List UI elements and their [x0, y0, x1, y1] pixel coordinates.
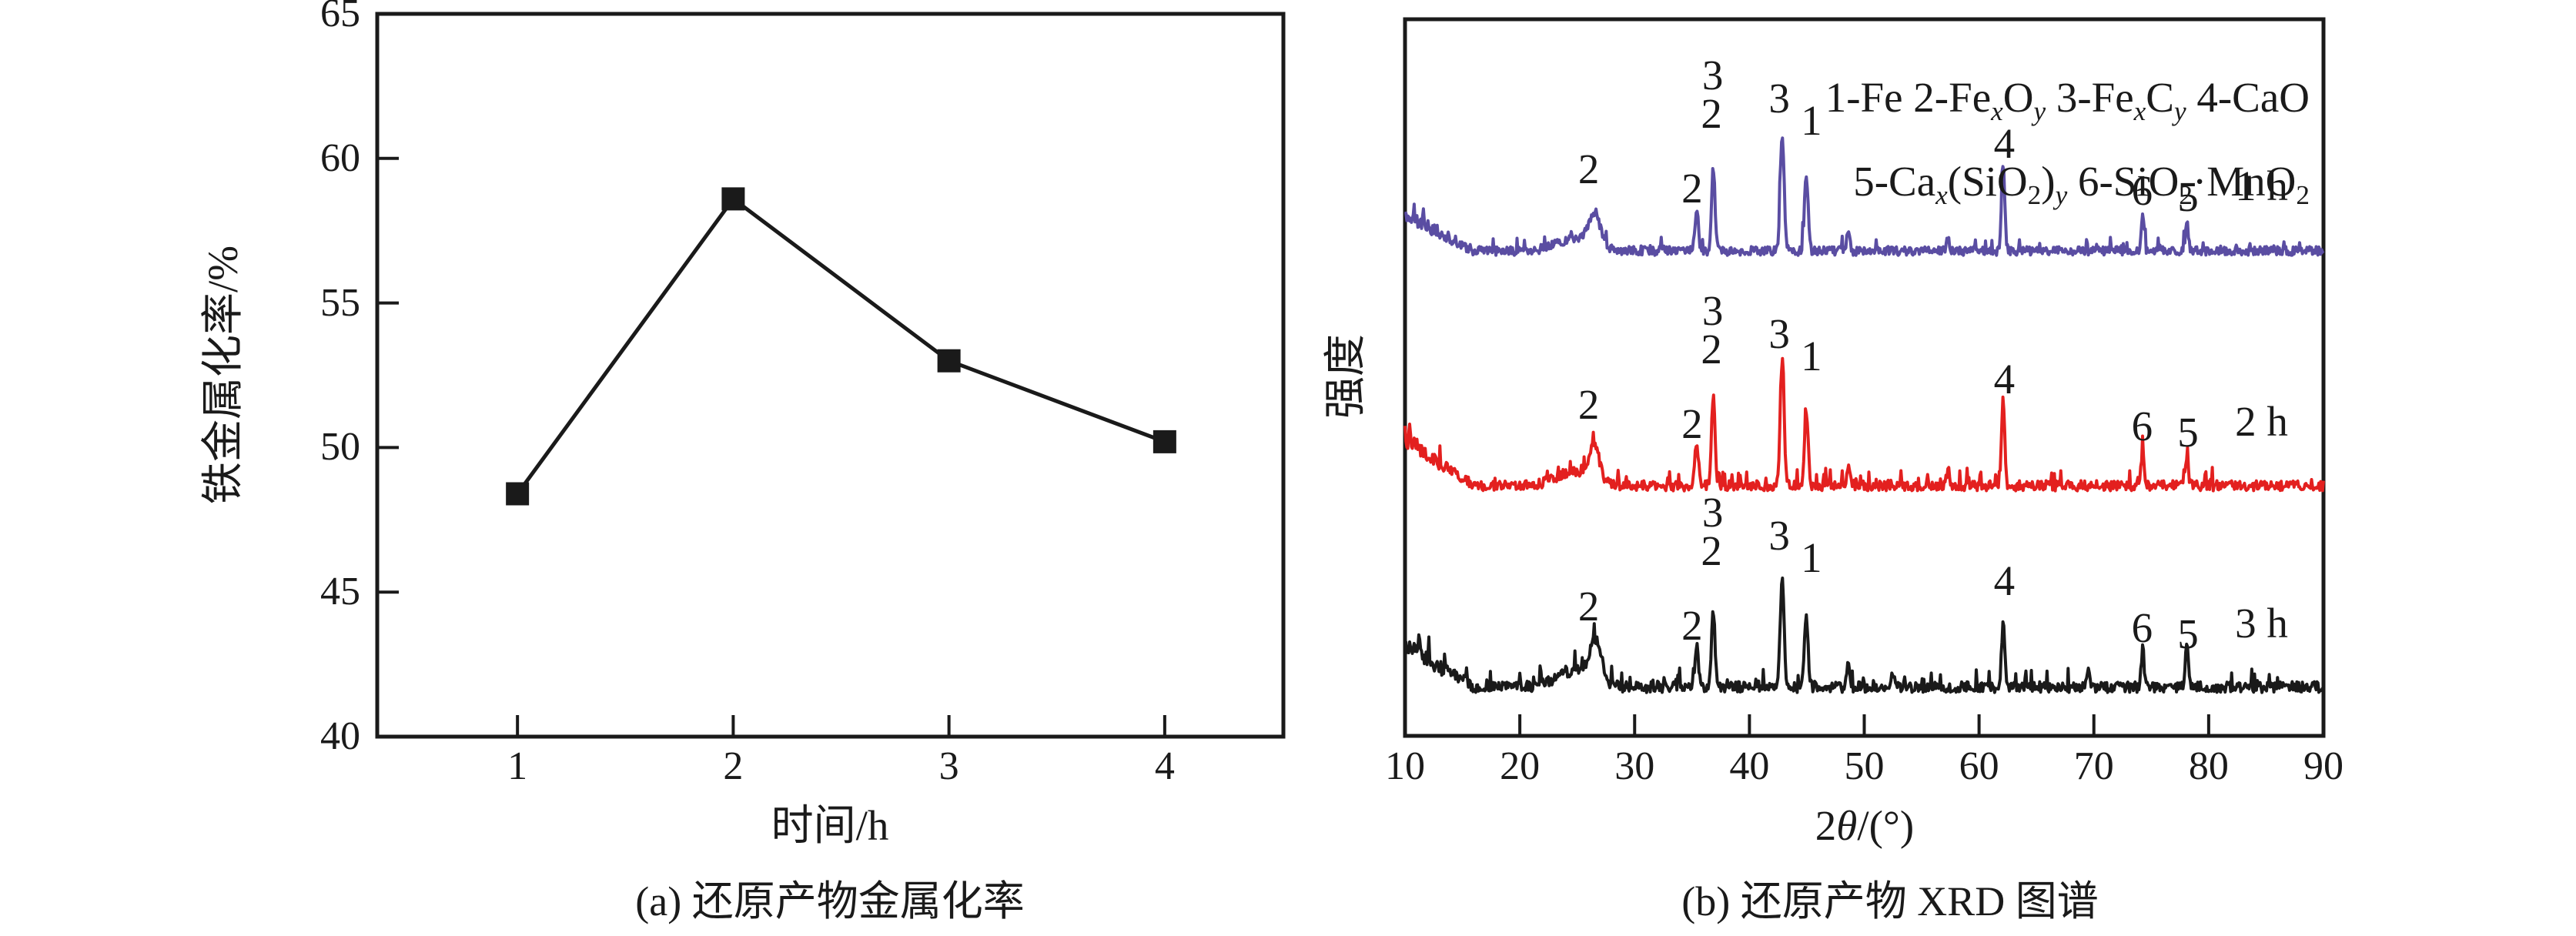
- peak-label: 2: [1701, 90, 1722, 137]
- peak-label: 3: [1768, 512, 1790, 559]
- formula-subscript: x: [2133, 95, 2146, 126]
- chart-a-x-axis-title: 时间/h: [771, 802, 889, 849]
- chart-b-y-axis-title: 强度: [1322, 334, 1369, 420]
- peak-label: 3: [1701, 489, 1724, 536]
- series-time-label: 2 h: [2235, 398, 2288, 445]
- peak-label: 1: [1801, 333, 1822, 379]
- chart-b-x-tick-label: 20: [1500, 744, 1541, 788]
- peak-label: 5: [2177, 409, 2199, 456]
- peak-label: 6: [2131, 604, 2153, 651]
- xrd-trace-2h: [1403, 356, 2325, 493]
- peak-label: 3: [1701, 52, 1724, 99]
- peak-label: 4: [1993, 557, 2016, 604]
- xrd-trace-3h: [1403, 577, 2325, 694]
- formula-subscript: 2: [2027, 179, 2042, 210]
- peak-label: 6: [2131, 167, 2153, 214]
- formula-text: 5-Ca: [1853, 158, 1936, 205]
- xrd-plot: [1403, 17, 2326, 738]
- peak-label: 2: [1681, 602, 1703, 649]
- peak-label: 2: [1577, 381, 1600, 428]
- chart-b-caption: (b) 还原产物 XRD 图谱: [1681, 878, 2099, 924]
- chart-b-x-tick-label: 30: [1614, 744, 1655, 788]
- chart-a-x-tick-label: 4: [1154, 744, 1175, 788]
- xrd-trace-1h: [1403, 136, 2325, 257]
- peak-label: 1: [1801, 97, 1822, 144]
- chart-a-y-tick-label: 45: [320, 570, 360, 614]
- formula-text: /(°): [1857, 802, 1915, 849]
- formula-text: (SiO: [1947, 158, 2028, 205]
- chart-a-x-tick-label: 2: [723, 744, 744, 788]
- xrd-phase-legend: 1-Fe 2-FexOy 3-FexCy 4-CaO 5-Cax(SiO2)y 6…: [1825, 74, 2310, 242]
- formula-text: O: [2002, 74, 2034, 121]
- formula-subscript: 2: [2179, 179, 2193, 210]
- chart-a-y-tick-label: 60: [320, 135, 360, 180]
- chart-b-x-tick-label: 50: [1844, 744, 1885, 788]
- peak-label: 2: [1681, 165, 1703, 212]
- formula-text: 3-Fe: [2046, 74, 2134, 121]
- formula-text: 2: [1815, 802, 1837, 849]
- peak-label: 6: [2131, 403, 2153, 450]
- peak-label: 4: [1993, 356, 2016, 403]
- peak-label: 5: [2177, 173, 2199, 220]
- chart-b-x-tick-label: 10: [1385, 744, 1425, 788]
- legend-line: 5-Cax(SiO2)y 6-SiO2·MnO2: [1825, 158, 2310, 211]
- formula-subscript: y: [2055, 179, 2068, 210]
- metallization-plot: [375, 12, 1286, 739]
- formula-text: ): [2041, 158, 2056, 205]
- chart-b-x-tick-label: 60: [1959, 744, 1999, 788]
- formula-text: θ: [1836, 802, 1858, 849]
- formula-subscript: y: [2033, 95, 2046, 126]
- chart-a-y-tick-label: 55: [320, 280, 360, 325]
- chart-a-y-tick-label: 65: [320, 0, 360, 35]
- formula-subscript: x: [1991, 95, 2003, 126]
- formula-subscript: y: [2173, 95, 2186, 126]
- peak-label: 4: [1993, 120, 2016, 167]
- formula-text: 6-SiO: [2067, 158, 2180, 205]
- peak-label: 5: [2177, 610, 2199, 657]
- peak-label: 3: [1768, 75, 1790, 122]
- formula-subscript: x: [1935, 179, 1948, 210]
- legend-line: 1-Fe 2-FexOy 3-FexCy 4-CaO: [1825, 74, 2310, 127]
- chart-a-y-axis-title: 铁金属化率/%: [199, 245, 246, 505]
- formula-text: 1-Fe 2-Fe: [1825, 74, 1992, 121]
- peak-label: 2: [1701, 527, 1722, 574]
- chart-a-x-tick-label: 1: [507, 744, 528, 788]
- chart-a-y-tick-label: 40: [320, 714, 360, 758]
- chart-a-x-tick-label: 3: [938, 744, 959, 788]
- chart-b-x-tick-label: 40: [1729, 744, 1770, 788]
- peak-label: 2: [1577, 145, 1600, 192]
- chart-b-x-tick-label: 80: [2188, 744, 2229, 788]
- peak-label: 1: [1801, 534, 1822, 581]
- formula-subscript: 2: [2296, 179, 2310, 210]
- series-time-label: 1 h: [2235, 162, 2288, 209]
- peak-label: 2: [1681, 400, 1703, 447]
- formula-text: 4-CaO: [2186, 74, 2310, 121]
- series-time-label: 3 h: [2235, 600, 2288, 647]
- peak-label: 2: [1577, 583, 1600, 630]
- formula-text: ·MnO: [2192, 158, 2297, 205]
- peak-label: 3: [1768, 310, 1790, 357]
- chart-b-x-axis-title: 2θ/(°): [1634, 802, 2096, 850]
- formula-text: C: [2146, 74, 2174, 121]
- chart-a-y-tick-label: 50: [320, 425, 360, 470]
- chart-b-x-tick-label: 70: [2073, 744, 2114, 788]
- chart-a-caption: (a) 还原产物金属化率: [635, 878, 1025, 924]
- peak-label: 3: [1701, 287, 1724, 334]
- chart-b-x-tick-label: 90: [2303, 744, 2343, 788]
- peak-label: 2: [1701, 326, 1722, 373]
